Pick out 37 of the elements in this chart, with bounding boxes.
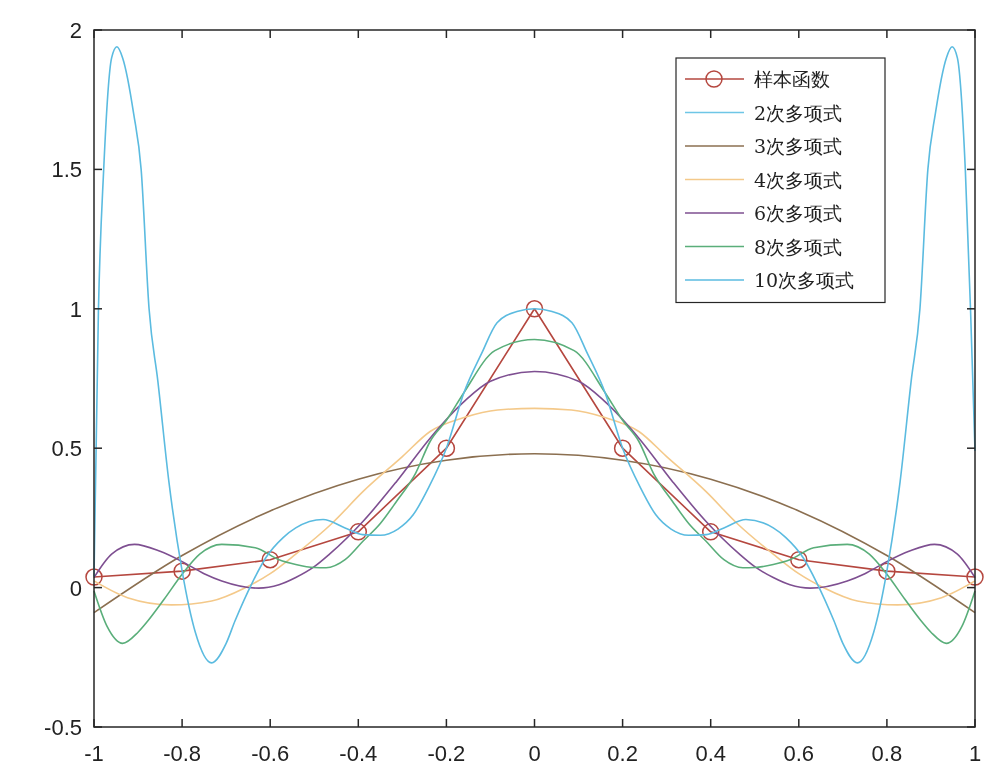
- y-tick-label: 0: [69, 575, 82, 601]
- x-tick-label: -0.6: [251, 741, 290, 766]
- line-series: [93, 338, 976, 645]
- point: [173, 562, 191, 580]
- line-series: [93, 452, 976, 614]
- x-tick-label: 0.2: [607, 741, 638, 766]
- y-tick-label: 0.5: [51, 436, 82, 462]
- point: [790, 550, 808, 569]
- legend-label: 4次多项式: [754, 168, 843, 191]
- point: [261, 550, 279, 569]
- legend-label: 样本函数: [754, 68, 830, 90]
- point: [613, 439, 632, 457]
- x-tick-label: 0.8: [871, 741, 903, 766]
- legend-label: 8次多项式: [754, 235, 843, 258]
- x-tick-label: -1: [84, 741, 104, 766]
- legend-label: 6次多项式: [754, 202, 843, 224]
- x-tick-label: 1: [968, 741, 982, 766]
- point: [437, 439, 456, 457]
- point: [349, 523, 368, 541]
- point: [966, 568, 984, 586]
- x-tick-label: -0.8: [163, 741, 202, 766]
- x-tick-label: -0.2: [427, 741, 466, 766]
- y-tick-label: 2: [69, 18, 82, 43]
- point: [701, 523, 720, 541]
- y-tick-label: -0.5: [44, 715, 82, 740]
- point: [878, 562, 896, 580]
- x-tick-label: -0.4: [339, 741, 378, 766]
- legend-label: 10次多项式: [754, 269, 855, 291]
- legend-label: 3次多项式: [754, 135, 843, 157]
- y-tick-label: 1.5: [51, 157, 82, 183]
- legend-label: 2次多项式: [754, 101, 843, 124]
- y-tick-label: 1: [69, 296, 82, 322]
- x-tick-label: 0.4: [695, 741, 726, 766]
- point: [525, 300, 544, 318]
- point: [85, 568, 103, 586]
- x-tick-label: 0: [528, 741, 541, 766]
- x-tick-label: 0.6: [783, 741, 815, 766]
